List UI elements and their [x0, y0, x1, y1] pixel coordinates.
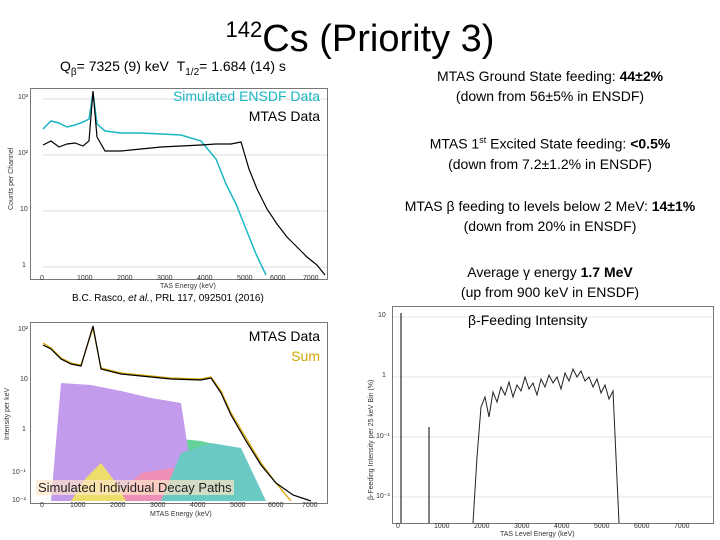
sim-ensdf-curve [42, 92, 267, 276]
p1-ytick-0: 10³ [18, 94, 29, 101]
p2-ytick-0: 10² [18, 326, 29, 333]
p1-xtick-6: 6000 [270, 275, 286, 282]
p3-xtick-4: 4000 [554, 523, 570, 530]
p2-ylabel: Intensity per keV [4, 387, 11, 440]
citation-etal: et al. [128, 293, 150, 304]
p3-xtick-5: 5000 [594, 523, 610, 530]
slide-title: 142Cs (Priority 3) [0, 8, 720, 61]
beta-mid: feeding to levels below 2 MeV: [454, 198, 652, 214]
feeding-plot [392, 306, 714, 524]
sim-decay-paths-label: Simulated Individual Decay Paths [36, 480, 234, 495]
ex-label-sup: st [479, 135, 487, 145]
citation: B.C. Rasco, et al., PRL 117, 092501 (201… [72, 293, 264, 304]
note-gamma-energy: Average γ energy 1.7 MeV (up from 900 ke… [380, 262, 720, 302]
beta-value: 14±1% [651, 198, 696, 214]
gs-label: MTAS Ground State feeding: [436, 68, 620, 84]
ex-label-post: Excited State feeding: [486, 135, 631, 152]
p1-legend-sim: Simulated ENSDF Data [172, 88, 320, 104]
t-sub: 1/2 [185, 66, 200, 78]
feeding-histogram [472, 367, 620, 524]
p2-xlabel: MTAS Energy (keV) [150, 511, 212, 518]
p2-xtick-4: 4000 [190, 502, 206, 509]
p3-xtick-3: 3000 [514, 523, 530, 530]
p3-xtick-6: 6000 [634, 523, 650, 530]
p2-legend-sum: Sum [291, 348, 320, 364]
spectrum-plot-1-svg [42, 90, 327, 276]
p1-ylabel: Counts per Channel [8, 147, 15, 210]
feeding-title-rest: -Feeding Intensity [476, 312, 588, 328]
gs-sub: (down from 56±5% in ENSDF) [455, 88, 645, 104]
p2-ytick-1: 10 [20, 376, 28, 383]
feeding-plot-svg [393, 313, 713, 524]
note-ground-state: MTAS Ground State feeding: 44±2% (down f… [380, 66, 720, 106]
p1-ytick-3: 1 [22, 262, 26, 269]
p3-ytick-0: 10 [378, 312, 386, 319]
note-beta-feeding: MTAS β feeding to levels below 2 MeV: 14… [380, 196, 720, 236]
p2-legend: MTAS Data Sum [160, 326, 320, 366]
p2-xtick-2: 2000 [110, 502, 126, 509]
gamma-sub: (up from 900 keV in ENSDF) [460, 284, 640, 300]
t-value: = 1.684 (14) s [199, 58, 286, 74]
p3-xtick-1: 1000 [434, 523, 450, 530]
ex-label-pre: MTAS 1 [429, 135, 480, 152]
p2-legend-mtas: MTAS Data [248, 328, 320, 344]
spectrum-plot-1 [30, 88, 328, 280]
p2-xtick-7: 7000 [302, 502, 318, 509]
beta-sub: (down from 20% in ENSDF) [463, 218, 637, 234]
p1-ytick-2: 10 [20, 206, 28, 213]
q-prefix: Q [60, 58, 71, 74]
p1-xtick-4: 4000 [197, 275, 213, 282]
p3-xtick-7: 7000 [674, 523, 690, 530]
p2-xtick-6: 6000 [268, 502, 284, 509]
t-prefix: T [176, 58, 186, 74]
p1-xtick-3: 3000 [157, 275, 173, 282]
p3-xlabel: TAS Level Energy (keV) [500, 531, 575, 538]
p1-legend: Simulated ENSDF Data MTAS Data [120, 86, 320, 126]
p1-xtick-0: 0 [40, 275, 44, 282]
p1-xlabel: TAS Energy (keV) [160, 283, 216, 290]
sum-curve [42, 325, 292, 502]
p3-ytick-3: 10⁻² [376, 493, 390, 500]
mtas-data-curve [42, 90, 326, 276]
p1-xtick-1: 1000 [77, 275, 93, 282]
gs-value: 44±2% [619, 68, 664, 84]
p2-xtick-3: 3000 [150, 502, 166, 509]
p1-legend-mtas: MTAS Data [248, 108, 320, 124]
decay-properties: Qβ= 7325 (9) keV T1/2= 1.684 (14) s [60, 58, 286, 78]
p2-ytick-2: 1 [22, 426, 26, 433]
feeding-title-symbol: β [468, 312, 477, 328]
p3-xtick-2: 2000 [474, 523, 490, 530]
note-excited-state: MTAS 1st Excited State feeding: <0.5% (d… [380, 130, 720, 174]
p1-ytick-1: 10² [18, 150, 29, 157]
p3-xtick-0: 0 [396, 523, 400, 530]
beta-pre: MTAS [404, 198, 447, 214]
p3-ytick-2: 10⁻¹ [376, 433, 390, 440]
gamma-mid: energy [530, 264, 581, 280]
p2-xtick-5: 5000 [230, 502, 246, 509]
beta-symbol: β [446, 198, 455, 214]
citation-post: , PRL 117, 092501 (2016) [149, 293, 264, 304]
p1-xtick-7: 7000 [303, 275, 319, 282]
feeding-plot-title: β-Feeding Intensity [468, 312, 587, 328]
p2-ytick-3: 10⁻¹ [12, 469, 26, 476]
mtas-data-curve-2 [42, 325, 312, 502]
gamma-pre: Average [467, 264, 524, 280]
p3-ylabel: β-Feeding Intensity per 25 keV Bin (%) [368, 379, 375, 500]
p1-xtick-5: 5000 [237, 275, 253, 282]
q-value: = 7325 (9) keV [76, 58, 169, 74]
q-beta-symbol: β [70, 66, 77, 78]
gamma-symbol: γ [523, 264, 531, 280]
citation-pre: B.C. Rasco, [72, 293, 129, 304]
gamma-value: 1.7 MeV [580, 264, 633, 280]
p2-ytick-4: 10⁻² [12, 497, 26, 504]
p2-xtick-0: 0 [40, 502, 44, 509]
ex-value: <0.5% [630, 135, 671, 152]
ex-sub: (down from 7.2±1.2% in ENSDF) [448, 155, 652, 172]
p2-xtick-1: 1000 [70, 502, 86, 509]
p3-ytick-1: 1 [382, 372, 386, 379]
isotope-name: Cs (Priority 3) [262, 18, 495, 60]
p1-xtick-2: 2000 [117, 275, 133, 282]
isotope-mass: 142 [225, 17, 263, 42]
